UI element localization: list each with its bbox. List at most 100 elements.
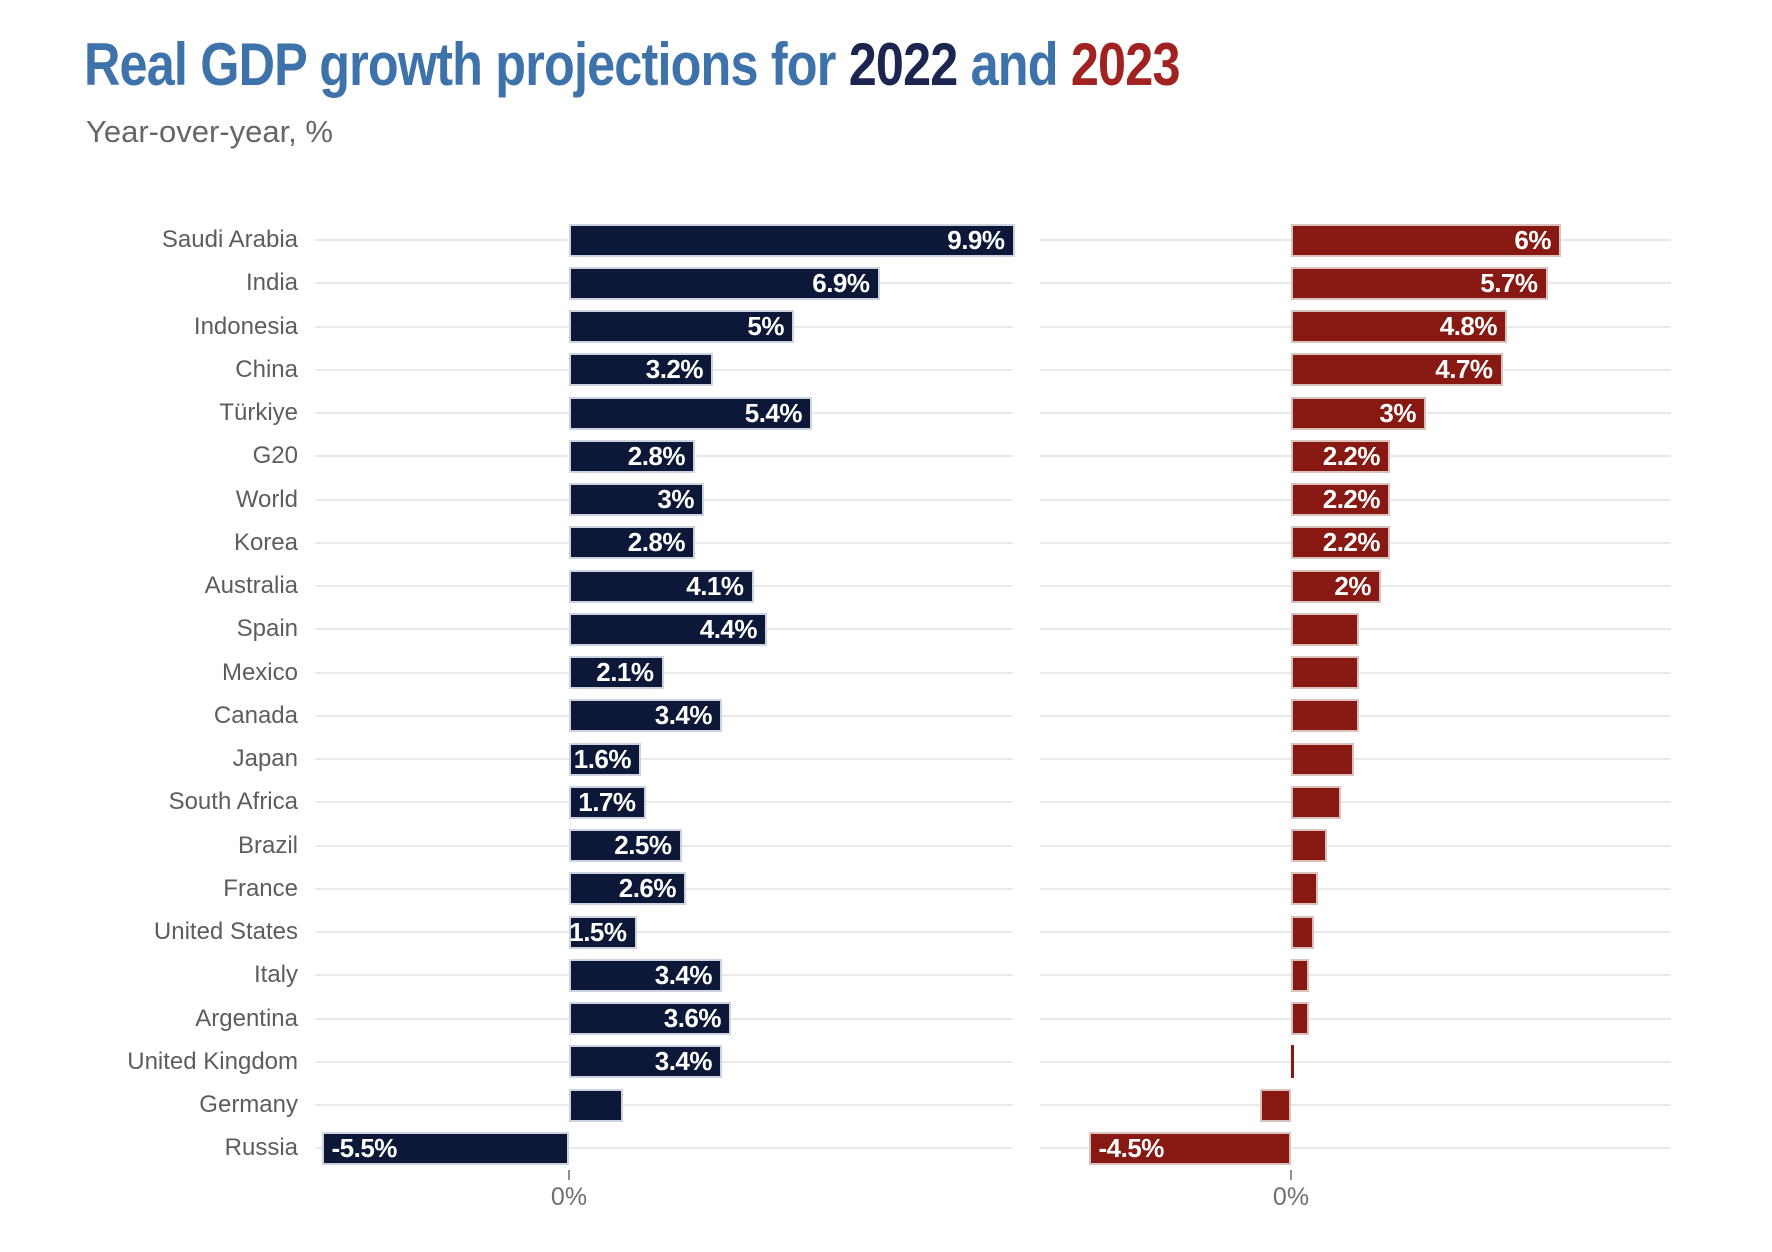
- gridline-2023: [1040, 1104, 1671, 1106]
- row-label: World: [235, 485, 298, 513]
- bar-value-label: 4.8%: [1439, 311, 1498, 341]
- bar-2023: 4.7%: [1291, 353, 1503, 387]
- bar-2022: 3.4%: [569, 1045, 722, 1079]
- row-label: Spain: [236, 615, 298, 643]
- bar-2023: 5.7%: [1291, 266, 1548, 300]
- row-label: Russia: [224, 1134, 298, 1162]
- title-year-2023: 2023: [1070, 31, 1181, 98]
- gridline-2023: [1040, 931, 1671, 933]
- bar-2022: 5.4%: [569, 396, 812, 430]
- bar-value-label: 1.7%: [578, 786, 636, 817]
- bar-2023: [1291, 656, 1359, 689]
- gridline-2022: [315, 931, 1013, 933]
- row-label: Saudi Arabia: [161, 226, 298, 253]
- bar-2023: [1291, 872, 1318, 906]
- title-year-2022: 2022: [848, 31, 959, 98]
- bar-2023: 4.8%: [1291, 310, 1507, 343]
- row-label: China: [235, 355, 298, 383]
- bar-2023: [1291, 958, 1309, 992]
- bar-2022: 2.5%: [569, 829, 682, 862]
- axis-zero-label-2022: 0%: [550, 1183, 588, 1211]
- bar-value-label: 3%: [657, 484, 694, 514]
- bar-2022: 1.7%: [569, 785, 646, 819]
- bar-2022: 2.8%: [569, 526, 695, 560]
- bar-value-label: -4.5%: [1098, 1132, 1165, 1163]
- bar-value-label: 2.5%: [614, 830, 672, 860]
- bar-2023: 6%: [1291, 223, 1561, 257]
- gridline-2022: [315, 671, 1013, 674]
- bar-value-label: 2%: [1334, 570, 1371, 601]
- bar-2022: 4.1%: [569, 569, 754, 603]
- gridline-2023: [1040, 844, 1671, 847]
- gridline-2022: [315, 758, 1013, 760]
- gridline-2022: [315, 801, 1013, 804]
- bar-2022: 3.4%: [569, 958, 722, 992]
- bar-value-label: 6%: [1514, 224, 1551, 255]
- title-text: Real GDP growth projections for: [84, 31, 849, 98]
- gridline-2023: [1040, 1060, 1671, 1063]
- row-label: Italy: [253, 961, 298, 989]
- bar-value-label: 4.1%: [686, 570, 744, 601]
- bar-2022: 2.8%: [569, 439, 695, 473]
- gridline-2023: [1040, 758, 1671, 760]
- axis-tick-2022: [568, 1170, 570, 1180]
- row-label: United States: [153, 918, 298, 945]
- axis-tick-2023: [1290, 1170, 1292, 1180]
- row-label: Australia: [204, 572, 298, 599]
- bar-value-label: 3.4%: [654, 1046, 713, 1077]
- bar-2022: 9.9%: [569, 223, 1015, 257]
- bar-2023: [1291, 742, 1354, 776]
- row-label: Türkiye: [219, 399, 298, 426]
- bar-2023: [1259, 1088, 1291, 1122]
- bar-2023: [1291, 699, 1359, 733]
- bar-2023: 2.2%: [1291, 526, 1390, 560]
- gridline-2023: [1040, 1147, 1671, 1150]
- bar-value-label: 4.7%: [1435, 354, 1493, 385]
- gridline-2022: [315, 1147, 1013, 1150]
- gridline-2023: [1040, 1017, 1671, 1020]
- title-and: and: [957, 31, 1071, 98]
- bar-value-label: 3%: [1379, 397, 1416, 428]
- bar-value-label: 2.2%: [1322, 484, 1381, 514]
- bar-value-label: 9.9%: [947, 224, 1005, 255]
- bar-value-label: 1.5%: [569, 916, 627, 947]
- bar-2022: 3.6%: [569, 1002, 731, 1035]
- axis-zero-label-2023: 0%: [1272, 1183, 1310, 1211]
- gridline-2023: [1040, 801, 1671, 804]
- bar-2022: 2.6%: [569, 872, 686, 906]
- bar-value-label: 2.2%: [1322, 527, 1381, 558]
- row-label: Canada: [213, 701, 298, 729]
- bar-2023: [1291, 1045, 1294, 1079]
- bar-value-label: 2.2%: [1322, 440, 1381, 471]
- bar-value-label: -5.5%: [331, 1132, 398, 1163]
- row-label: Japan: [232, 745, 298, 772]
- bar-value-label: 3.4%: [654, 700, 713, 731]
- bar-2022: 4.4%: [569, 612, 767, 646]
- bar-2023: [1291, 785, 1341, 819]
- bar-value-label: 2.1%: [596, 657, 654, 687]
- bar-value-label: 6.9%: [812, 267, 870, 298]
- row-label: South Africa: [168, 788, 298, 816]
- bar-value-label: 4.4%: [699, 613, 758, 644]
- bar-2023: 3%: [1291, 396, 1426, 430]
- gridline-2023: [1040, 974, 1671, 977]
- bar-value-label: 2.8%: [627, 527, 686, 558]
- row-label: G20: [252, 442, 298, 470]
- bar-2022: 3.4%: [569, 699, 722, 733]
- chart-subtitle: Year-over-year, %: [86, 114, 333, 149]
- bar-2022: 3.2%: [569, 353, 713, 387]
- bar-2022: 6.9%: [569, 266, 880, 300]
- bar-value-label: 2.6%: [618, 873, 677, 904]
- row-label: Mexico: [221, 658, 298, 686]
- row-label: Brazil: [237, 831, 298, 859]
- bar-2023: 2%: [1291, 569, 1381, 603]
- bar-value-label: 5%: [747, 311, 784, 341]
- row-label: United Kingdom: [127, 1047, 298, 1075]
- bar-2023: [1291, 612, 1359, 646]
- bar-2023: -4.5%: [1088, 1131, 1291, 1165]
- bar-2022: -5.5%: [321, 1131, 569, 1165]
- bar-2022: 3%: [569, 483, 704, 516]
- bar-2022: 2.1%: [569, 656, 664, 689]
- bar-value-label: 5.7%: [1480, 267, 1538, 298]
